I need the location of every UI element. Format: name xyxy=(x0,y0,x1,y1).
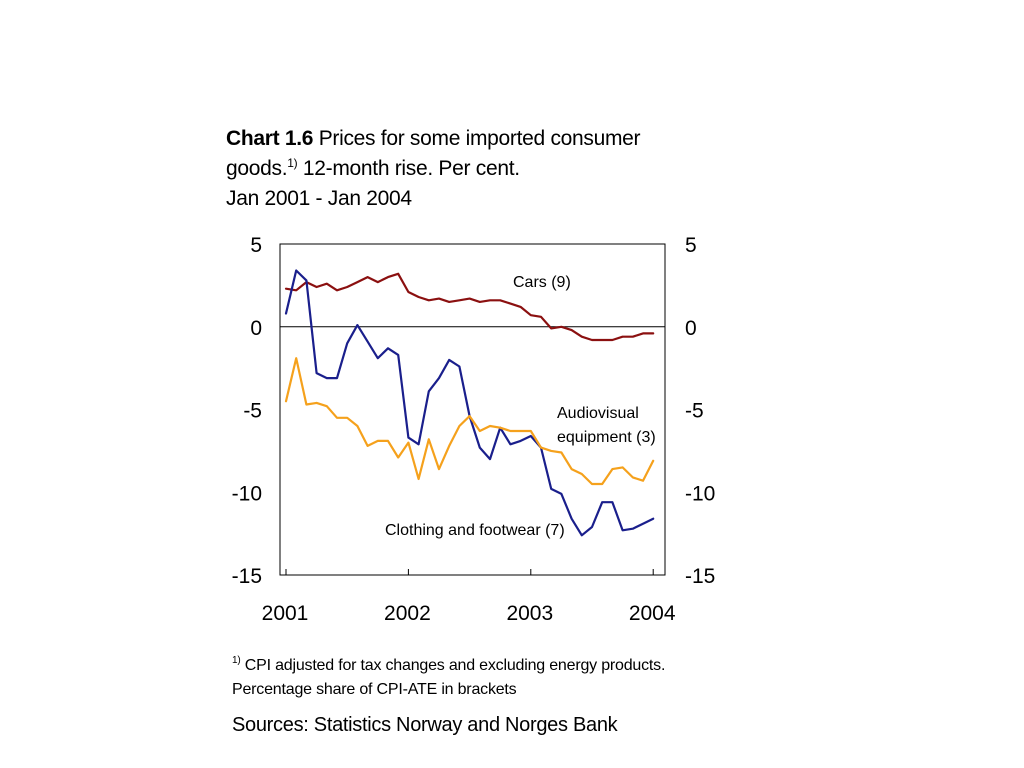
sources-note: Sources: Statistics Norway and Norges Ba… xyxy=(232,714,618,736)
y-tick-label-left: 5 xyxy=(250,234,262,257)
y-tick-label-left: -5 xyxy=(243,400,262,423)
series-line-clothing-and-footwear xyxy=(284,269,655,537)
label-audiovisual-2: equipment (3) xyxy=(557,429,656,446)
title-text-1: Prices for some imported consumer goods. xyxy=(226,127,641,180)
series-lines xyxy=(284,269,655,537)
chart-title: Chart 1.6 Prices for some imported consu… xyxy=(226,124,696,214)
label-clothing: Clothing and footwear (7) xyxy=(385,522,565,539)
y-tick-label-right: 0 xyxy=(685,317,697,340)
title-text-2: 12-month rise. Per cent. xyxy=(297,157,520,180)
footnote-line-1: CPI adjusted for tax changes and excludi… xyxy=(240,657,666,674)
title-period: Jan 2001 - Jan 2004 xyxy=(226,187,412,210)
y-tick-label-right: -15 xyxy=(685,565,715,588)
y-tick-label-right: -10 xyxy=(685,482,715,505)
chart-number: Chart 1.6 xyxy=(226,127,314,150)
label-cars: Cars (9) xyxy=(513,274,571,291)
y-tick-label-left: 0 xyxy=(250,317,262,340)
series-line-audiovisual-equipment xyxy=(284,357,655,486)
plot-border xyxy=(279,243,666,576)
title-footnote-mark: 1) xyxy=(287,156,298,170)
x-tick-label: 2002 xyxy=(384,602,431,625)
series-line-cars xyxy=(284,272,655,342)
footnote-mark: 1) xyxy=(232,655,241,666)
label-audiovisual-1: Audiovisual xyxy=(557,405,639,422)
x-tick-label: 2004 xyxy=(629,602,676,625)
series-annotations: Cars (9) Audiovisual equipment (3) Clothing… xyxy=(385,274,656,539)
y-tick-label-right: 5 xyxy=(685,234,697,257)
axis-ticks xyxy=(285,569,654,575)
footnote: 1) CPI adjusted for tax changes and excl… xyxy=(232,654,752,702)
y-tick-label-left: -10 xyxy=(232,482,262,505)
x-tick-label: 2001 xyxy=(262,602,309,625)
x-tick-label: 2003 xyxy=(506,602,553,625)
y-tick-label-right: -5 xyxy=(685,400,704,423)
footnote-line-2: Percentage share of CPI-ATE in brackets xyxy=(232,681,517,698)
y-tick-label-left: -15 xyxy=(232,565,262,588)
plot-frame xyxy=(279,243,666,576)
